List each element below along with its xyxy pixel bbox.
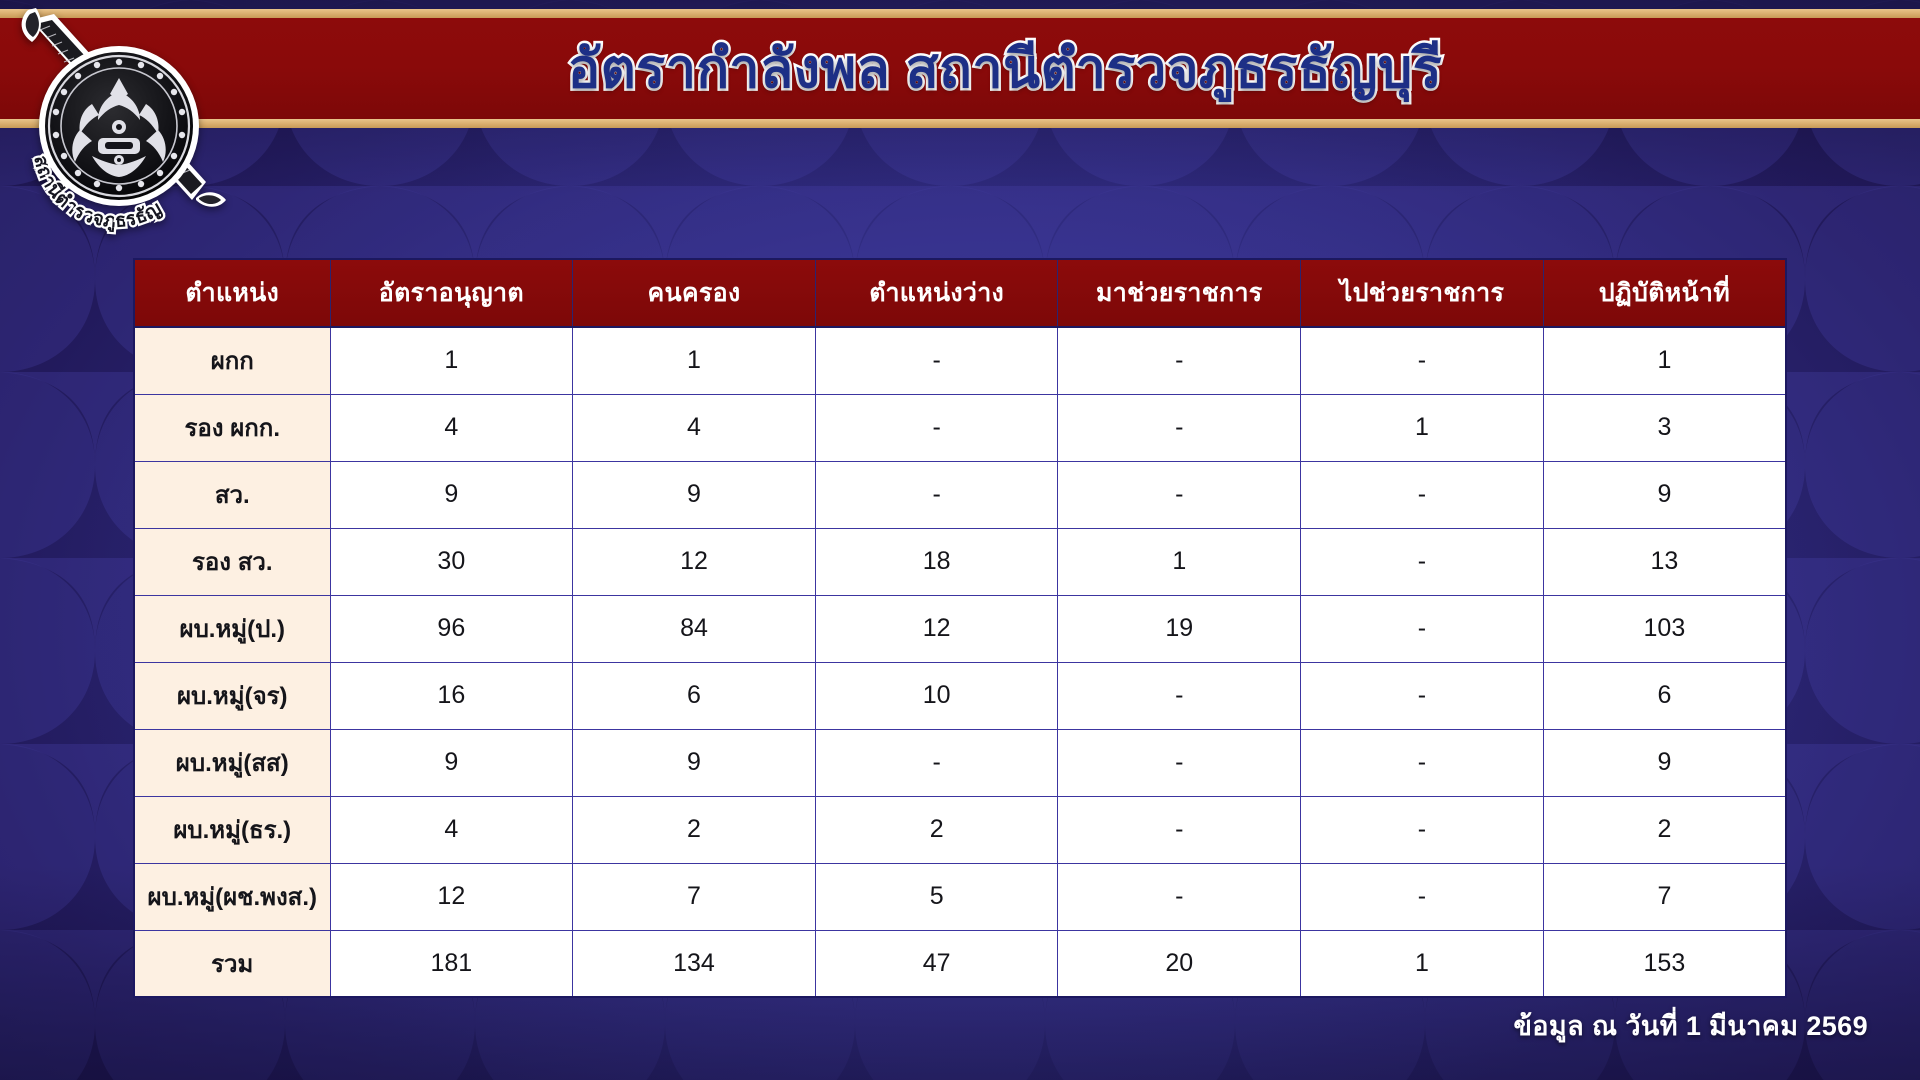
data-as-of-note: ข้อมูล ณ วันที่ 1 มีนาคม 2569: [1513, 1011, 1868, 1041]
column-header-filled: คนครอง: [572, 258, 816, 328]
cell-vacant: -: [814, 326, 1059, 395]
cell-on-duty: 7: [1542, 862, 1787, 931]
cell-seconded-out: -: [1300, 527, 1544, 596]
cell-seconded-out: -: [1300, 728, 1544, 797]
banner-body: อัตรากำลังพล สถานีตำรวจภูธรธัญบุรี: [0, 18, 1920, 119]
row-label-total: รวม: [133, 929, 331, 998]
cell-authorized: 4: [329, 795, 574, 864]
cell-seconded-out: -: [1300, 594, 1544, 663]
cell-vacant: -: [814, 393, 1059, 462]
total-vacant: 47: [814, 929, 1059, 998]
cell-on-duty: 13: [1542, 527, 1787, 596]
cell-filled: 9: [572, 460, 816, 529]
cell-on-duty: 3: [1542, 393, 1787, 462]
cell-filled: 4: [572, 393, 816, 462]
cell-seconded-out: -: [1300, 326, 1544, 395]
cell-on-duty: 9: [1542, 728, 1787, 797]
cell-filled: 2: [572, 795, 816, 864]
cell-filled: 84: [572, 594, 816, 663]
cell-on-duty: 1: [1542, 326, 1787, 395]
cell-seconded-in: -: [1057, 393, 1302, 462]
cell-on-duty: 103: [1542, 594, 1787, 663]
total-authorized: 181: [329, 929, 574, 998]
total-filled: 134: [572, 929, 816, 998]
cell-filled: 1: [572, 326, 816, 395]
table-row: ผบ.หมู่(ผช.พงส.) 12 7 5 - - 7: [133, 862, 1787, 931]
table-body: ผกก 1 1 - - - 1 รอง ผกก. 4 4 - - 1 3 สว.…: [133, 326, 1787, 998]
total-seconded-in: 20: [1057, 929, 1302, 998]
column-header-seconded-in: มาช่วยราชการ: [1057, 258, 1302, 328]
cell-vacant: 18: [814, 527, 1059, 596]
cell-on-duty: 2: [1542, 795, 1787, 864]
cell-on-duty: 6: [1542, 661, 1787, 730]
cell-vacant: 12: [814, 594, 1059, 663]
cell-authorized: 1: [329, 326, 574, 395]
cell-vacant: 10: [814, 661, 1059, 730]
table-row: ผกก 1 1 - - - 1: [133, 326, 1787, 395]
table-total-row: รวม 181 134 47 20 1 153: [133, 929, 1787, 998]
cell-seconded-in: -: [1057, 795, 1302, 864]
table-row: รอง ผกก. 4 4 - - 1 3: [133, 393, 1787, 462]
table-row: ผบ.หมู่(จร) 16 6 10 - - 6: [133, 661, 1787, 730]
table-row: รอง สว. 30 12 18 1 - 13: [133, 527, 1787, 596]
cell-filled: 9: [572, 728, 816, 797]
row-label: รอง สว.: [133, 527, 331, 596]
cell-authorized: 4: [329, 393, 574, 462]
row-label: รอง ผกก.: [133, 393, 331, 462]
cell-filled: 6: [572, 661, 816, 730]
column-header-seconded-out: ไปช่วยราชการ: [1300, 258, 1544, 328]
cell-authorized: 9: [329, 460, 574, 529]
cell-seconded-out: -: [1300, 862, 1544, 931]
cell-vacant: -: [814, 728, 1059, 797]
table-row: สว. 9 9 - - - 9: [133, 460, 1787, 529]
cell-seconded-out: -: [1300, 795, 1544, 864]
personnel-table: ตำแหน่ง อัตราอนุญาต คนครอง ตำแหน่งว่าง ม…: [133, 258, 1787, 998]
page-title: อัตรากำลังพล สถานีตำรวจภูธรธัญบุรี: [565, 38, 1444, 99]
row-label: ผบ.หมู่(ธร.): [133, 795, 331, 864]
cell-on-duty: 9: [1542, 460, 1787, 529]
cell-authorized: 9: [329, 728, 574, 797]
table-header-row: ตำแหน่ง อัตราอนุญาต คนครอง ตำแหน่งว่าง ม…: [133, 258, 1787, 328]
column-header-authorized: อัตราอนุญาต: [329, 258, 574, 328]
cell-seconded-in: -: [1057, 661, 1302, 730]
cell-vacant: 5: [814, 862, 1059, 931]
cell-authorized: 16: [329, 661, 574, 730]
column-header-position: ตำแหน่ง: [133, 258, 331, 328]
cell-seconded-in: -: [1057, 326, 1302, 395]
cell-filled: 7: [572, 862, 816, 931]
cell-seconded-in: -: [1057, 728, 1302, 797]
banner-bottom-stripe: [0, 119, 1920, 128]
cell-authorized: 96: [329, 594, 574, 663]
total-seconded-out: 1: [1300, 929, 1544, 998]
cell-filled: 12: [572, 527, 816, 596]
row-label: ผบ.หมู่(สส): [133, 728, 331, 797]
cell-seconded-out: -: [1300, 460, 1544, 529]
row-label: ผบ.หมู่(ผช.พงส.): [133, 862, 331, 931]
column-header-on-duty: ปฏิบัติหน้าที่: [1542, 258, 1787, 328]
personnel-table-container: ตำแหน่ง อัตราอนุญาต คนครอง ตำแหน่งว่าง ม…: [133, 258, 1787, 998]
total-on-duty: 153: [1542, 929, 1787, 998]
table-row: ผบ.หมู่(ป.) 96 84 12 19 - 103: [133, 594, 1787, 663]
cell-vacant: -: [814, 460, 1059, 529]
column-header-vacant: ตำแหน่งว่าง: [814, 258, 1059, 328]
cell-seconded-out: 1: [1300, 393, 1544, 462]
cell-vacant: 2: [814, 795, 1059, 864]
table-row: ผบ.หมู่(สส) 9 9 - - - 9: [133, 728, 1787, 797]
banner-top-stripe: [0, 9, 1920, 18]
cell-authorized: 12: [329, 862, 574, 931]
cell-seconded-in: -: [1057, 460, 1302, 529]
row-label: ผบ.หมู่(จร): [133, 661, 331, 730]
police-badge-emblem: สถานีตำรวจภูธรธัญบุรี: [6, 4, 226, 235]
cell-seconded-in: 19: [1057, 594, 1302, 663]
row-label: ผกก: [133, 326, 331, 395]
row-label: สว.: [133, 460, 331, 529]
cell-seconded-in: -: [1057, 862, 1302, 931]
cell-seconded-in: 1: [1057, 527, 1302, 596]
cell-seconded-out: -: [1300, 661, 1544, 730]
cell-authorized: 30: [329, 527, 574, 596]
table-row: ผบ.หมู่(ธร.) 4 2 2 - - 2: [133, 795, 1787, 864]
header-banner: อัตรากำลังพล สถานีตำรวจภูธรธัญบุรี: [0, 9, 1920, 128]
row-label: ผบ.หมู่(ป.): [133, 594, 331, 663]
table-header: ตำแหน่ง อัตราอนุญาต คนครอง ตำแหน่งว่าง ม…: [133, 258, 1787, 328]
